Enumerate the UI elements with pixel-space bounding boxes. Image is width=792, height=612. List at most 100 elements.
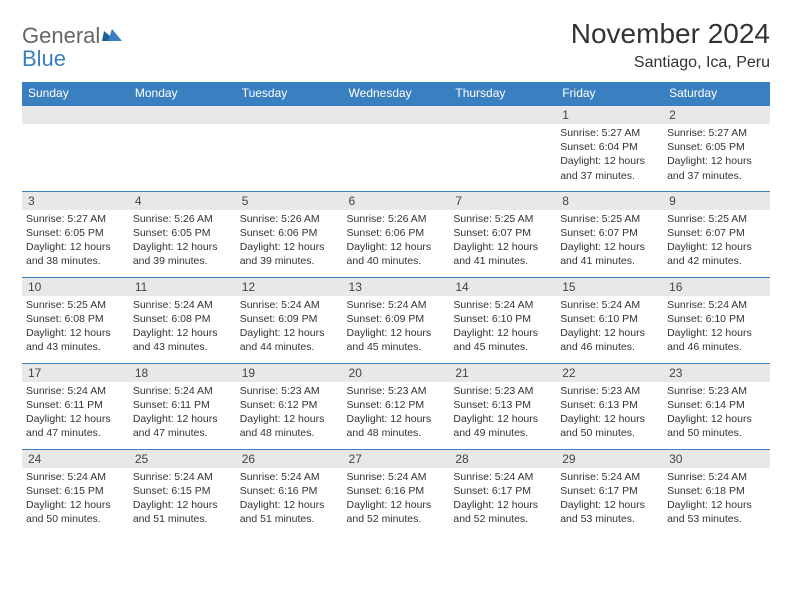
sunrise-text: Sunrise: 5:24 AM	[26, 470, 125, 484]
sunrise-text: Sunrise: 5:23 AM	[347, 384, 446, 398]
daylight-text: Daylight: 12 hours and 46 minutes.	[667, 326, 766, 354]
day-details: Sunrise: 5:24 AMSunset: 6:17 PMDaylight:…	[556, 468, 663, 529]
day-number: 3	[22, 192, 129, 210]
sunrise-text: Sunrise: 5:24 AM	[26, 384, 125, 398]
calendar-day-cell	[129, 105, 236, 191]
sunset-text: Sunset: 6:04 PM	[560, 140, 659, 154]
sunrise-text: Sunrise: 5:24 AM	[453, 470, 552, 484]
sunset-text: Sunset: 6:08 PM	[133, 312, 232, 326]
sunrise-text: Sunrise: 5:24 AM	[240, 298, 339, 312]
weekday-row: Sunday Monday Tuesday Wednesday Thursday…	[22, 82, 770, 105]
day-number	[449, 106, 556, 124]
day-details: Sunrise: 5:24 AMSunset: 6:10 PMDaylight:…	[663, 296, 770, 357]
day-details: Sunrise: 5:24 AMSunset: 6:16 PMDaylight:…	[343, 468, 450, 529]
day-number: 11	[129, 278, 236, 296]
sunrise-text: Sunrise: 5:23 AM	[560, 384, 659, 398]
calendar-day-cell: 24Sunrise: 5:24 AMSunset: 6:15 PMDayligh…	[22, 449, 129, 535]
calendar-table: Sunday Monday Tuesday Wednesday Thursday…	[22, 82, 770, 535]
sunset-text: Sunset: 6:07 PM	[667, 226, 766, 240]
sunrise-text: Sunrise: 5:23 AM	[240, 384, 339, 398]
day-details: Sunrise: 5:24 AMSunset: 6:16 PMDaylight:…	[236, 468, 343, 529]
calendar-day-cell: 28Sunrise: 5:24 AMSunset: 6:17 PMDayligh…	[449, 449, 556, 535]
day-details: Sunrise: 5:24 AMSunset: 6:08 PMDaylight:…	[129, 296, 236, 357]
day-details: Sunrise: 5:26 AMSunset: 6:05 PMDaylight:…	[129, 210, 236, 271]
daylight-text: Daylight: 12 hours and 42 minutes.	[667, 240, 766, 268]
daylight-text: Daylight: 12 hours and 51 minutes.	[133, 498, 232, 526]
day-number: 8	[556, 192, 663, 210]
calendar-day-cell: 4Sunrise: 5:26 AMSunset: 6:05 PMDaylight…	[129, 191, 236, 277]
day-details: Sunrise: 5:24 AMSunset: 6:15 PMDaylight:…	[129, 468, 236, 529]
sunset-text: Sunset: 6:15 PM	[133, 484, 232, 498]
sunrise-text: Sunrise: 5:25 AM	[453, 212, 552, 226]
calendar-day-cell	[22, 105, 129, 191]
daylight-text: Daylight: 12 hours and 43 minutes.	[133, 326, 232, 354]
day-details: Sunrise: 5:24 AMSunset: 6:10 PMDaylight:…	[556, 296, 663, 357]
sunset-text: Sunset: 6:05 PM	[26, 226, 125, 240]
sunrise-text: Sunrise: 5:25 AM	[26, 298, 125, 312]
day-number: 13	[343, 278, 450, 296]
day-number	[236, 106, 343, 124]
daylight-text: Daylight: 12 hours and 41 minutes.	[453, 240, 552, 268]
sunset-text: Sunset: 6:08 PM	[26, 312, 125, 326]
sunrise-text: Sunrise: 5:24 AM	[133, 384, 232, 398]
calendar-day-cell: 26Sunrise: 5:24 AMSunset: 6:16 PMDayligh…	[236, 449, 343, 535]
calendar-day-cell	[236, 105, 343, 191]
calendar-week: 3Sunrise: 5:27 AMSunset: 6:05 PMDaylight…	[22, 191, 770, 277]
sunrise-text: Sunrise: 5:23 AM	[453, 384, 552, 398]
sunrise-text: Sunrise: 5:27 AM	[26, 212, 125, 226]
daylight-text: Daylight: 12 hours and 41 minutes.	[560, 240, 659, 268]
daylight-text: Daylight: 12 hours and 37 minutes.	[560, 154, 659, 182]
day-details: Sunrise: 5:23 AMSunset: 6:13 PMDaylight:…	[449, 382, 556, 443]
day-details: Sunrise: 5:24 AMSunset: 6:11 PMDaylight:…	[22, 382, 129, 443]
sunset-text: Sunset: 6:10 PM	[667, 312, 766, 326]
brand-logo: GeneralBlue	[22, 18, 122, 70]
sunset-text: Sunset: 6:16 PM	[347, 484, 446, 498]
daylight-text: Daylight: 12 hours and 47 minutes.	[133, 412, 232, 440]
daylight-text: Daylight: 12 hours and 47 minutes.	[26, 412, 125, 440]
sunset-text: Sunset: 6:07 PM	[560, 226, 659, 240]
sunrise-text: Sunrise: 5:24 AM	[453, 298, 552, 312]
day-details: Sunrise: 5:25 AMSunset: 6:07 PMDaylight:…	[556, 210, 663, 271]
title-block: November 2024 Santiago, Ica, Peru	[571, 18, 770, 72]
day-number: 28	[449, 450, 556, 468]
day-details: Sunrise: 5:25 AMSunset: 6:08 PMDaylight:…	[22, 296, 129, 357]
sunrise-text: Sunrise: 5:24 AM	[560, 298, 659, 312]
calendar-week: 17Sunrise: 5:24 AMSunset: 6:11 PMDayligh…	[22, 363, 770, 449]
daylight-text: Daylight: 12 hours and 44 minutes.	[240, 326, 339, 354]
sunrise-text: Sunrise: 5:24 AM	[560, 470, 659, 484]
day-number: 10	[22, 278, 129, 296]
sunset-text: Sunset: 6:18 PM	[667, 484, 766, 498]
sunset-text: Sunset: 6:09 PM	[240, 312, 339, 326]
calendar-day-cell: 10Sunrise: 5:25 AMSunset: 6:08 PMDayligh…	[22, 277, 129, 363]
day-number: 9	[663, 192, 770, 210]
day-details: Sunrise: 5:27 AMSunset: 6:04 PMDaylight:…	[556, 124, 663, 185]
brand-mark-icon	[102, 24, 122, 40]
day-number: 7	[449, 192, 556, 210]
day-number: 21	[449, 364, 556, 382]
day-number	[22, 106, 129, 124]
weekday-header: Tuesday	[236, 82, 343, 105]
day-details: Sunrise: 5:27 AMSunset: 6:05 PMDaylight:…	[22, 210, 129, 271]
day-number: 27	[343, 450, 450, 468]
day-number: 20	[343, 364, 450, 382]
sunset-text: Sunset: 6:16 PM	[240, 484, 339, 498]
sunset-text: Sunset: 6:06 PM	[347, 226, 446, 240]
day-number: 22	[556, 364, 663, 382]
daylight-text: Daylight: 12 hours and 50 minutes.	[560, 412, 659, 440]
calendar-day-cell: 1Sunrise: 5:27 AMSunset: 6:04 PMDaylight…	[556, 105, 663, 191]
day-number: 2	[663, 106, 770, 124]
day-number: 4	[129, 192, 236, 210]
sunrise-text: Sunrise: 5:25 AM	[560, 212, 659, 226]
sunset-text: Sunset: 6:13 PM	[560, 398, 659, 412]
calendar-day-cell: 6Sunrise: 5:26 AMSunset: 6:06 PMDaylight…	[343, 191, 450, 277]
brand-part2: Blue	[22, 46, 66, 71]
daylight-text: Daylight: 12 hours and 45 minutes.	[453, 326, 552, 354]
sunrise-text: Sunrise: 5:23 AM	[667, 384, 766, 398]
daylight-text: Daylight: 12 hours and 48 minutes.	[240, 412, 339, 440]
day-number: 26	[236, 450, 343, 468]
calendar-day-cell: 9Sunrise: 5:25 AMSunset: 6:07 PMDaylight…	[663, 191, 770, 277]
calendar-week: 1Sunrise: 5:27 AMSunset: 6:04 PMDaylight…	[22, 105, 770, 191]
daylight-text: Daylight: 12 hours and 53 minutes.	[560, 498, 659, 526]
calendar-page: GeneralBlue November 2024 Santiago, Ica,…	[0, 0, 792, 545]
daylight-text: Daylight: 12 hours and 39 minutes.	[133, 240, 232, 268]
